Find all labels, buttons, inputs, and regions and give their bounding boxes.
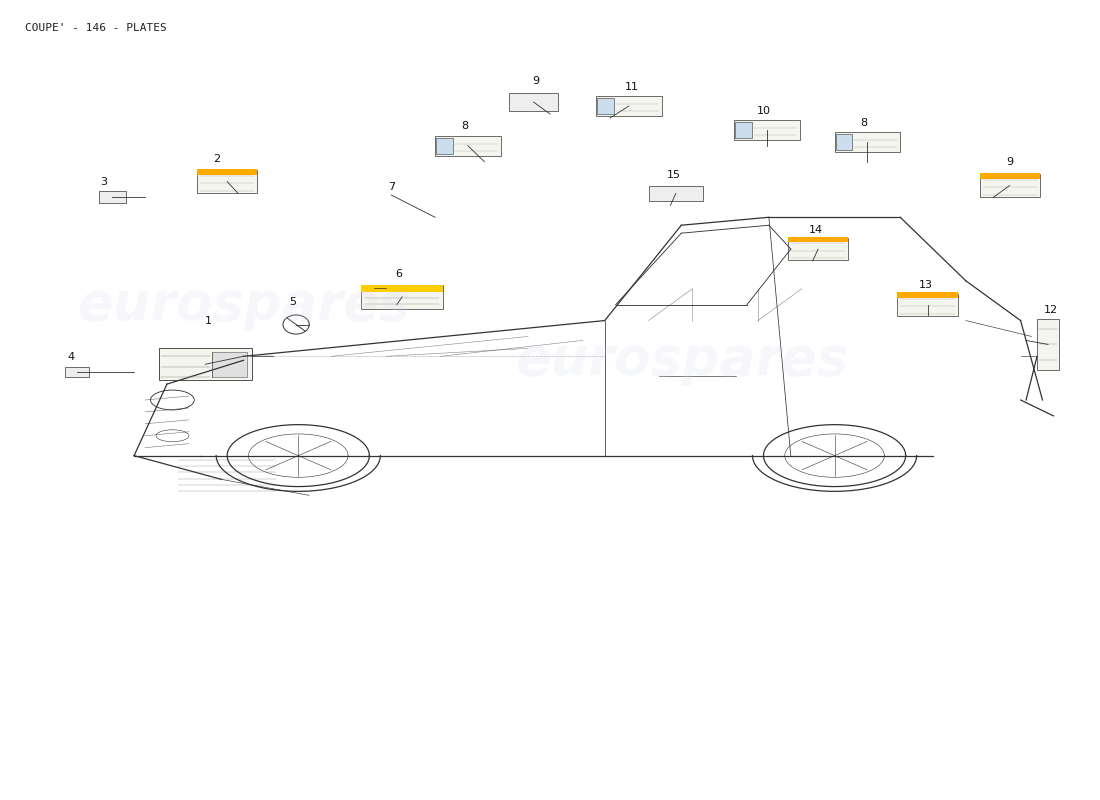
Text: 12: 12 [1044,305,1058,315]
Bar [649,186,703,201]
Bar [1037,318,1059,370]
Text: 5: 5 [289,297,296,307]
Bar [509,94,558,111]
Text: eurospares: eurospares [515,334,848,386]
Text: 10: 10 [757,106,770,115]
Text: 1: 1 [205,316,212,326]
Bar [99,191,125,203]
Bar [980,174,1040,179]
Text: 8: 8 [860,118,868,127]
Text: 13: 13 [918,280,933,290]
Bar [735,122,751,138]
Bar [361,285,443,292]
Bar [898,294,958,316]
Bar [980,174,1040,197]
Text: 4: 4 [67,352,74,362]
Bar [788,238,848,260]
Text: 14: 14 [808,225,823,234]
Text: 9: 9 [1006,158,1013,167]
Text: 7: 7 [387,182,395,192]
Bar [788,237,848,242]
Text: 11: 11 [625,82,639,92]
Text: 9: 9 [532,76,539,86]
Text: 2: 2 [212,154,220,164]
Bar [734,120,800,140]
Bar [197,170,257,193]
Text: COUPE' - 146 - PLATES: COUPE' - 146 - PLATES [24,22,166,33]
Bar [158,348,252,380]
Text: 6: 6 [396,270,403,279]
Bar [836,134,852,150]
Bar [436,136,500,156]
Bar [898,293,958,298]
Bar [197,170,257,175]
Bar [65,367,89,378]
Text: 15: 15 [667,170,681,180]
Text: 8: 8 [461,122,469,131]
Bar [361,285,443,309]
Bar [835,132,900,152]
Bar [596,96,661,116]
Bar [437,138,453,154]
Text: 3: 3 [100,177,107,187]
Bar [212,351,248,377]
Text: eurospares: eurospares [77,278,410,330]
Bar [597,98,614,114]
